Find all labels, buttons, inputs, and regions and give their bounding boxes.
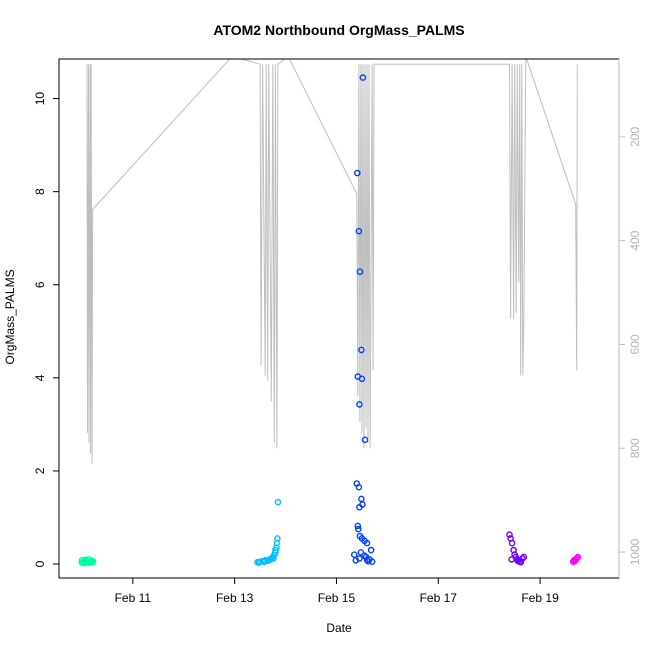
data-points-layer: [78, 74, 582, 567]
y-tick-label: 6: [33, 281, 47, 288]
data-point: [506, 531, 513, 539]
data-point: [350, 551, 358, 559]
x-axis-label: Date: [326, 621, 352, 635]
data-point: [358, 346, 365, 354]
series-3: [350, 74, 376, 566]
x-tick-label: Feb 15: [318, 591, 356, 605]
data-point: [520, 553, 528, 561]
x-tick-label: Feb 11: [115, 591, 152, 605]
data-point: [356, 268, 364, 276]
right-tick-label: 600: [628, 334, 642, 354]
data-point: [274, 535, 281, 542]
data-point: [508, 539, 516, 547]
data-point: [89, 557, 96, 565]
data-point: [356, 503, 363, 511]
data-point: [514, 557, 522, 565]
y-tick-label: 4: [33, 374, 47, 381]
data-point: [363, 556, 371, 564]
data-point: [269, 555, 277, 562]
y-tick-label: 0: [33, 560, 47, 567]
y-tick-label: 2: [33, 467, 47, 474]
data-point: [358, 375, 366, 383]
series-2: [254, 498, 282, 566]
y-axis-label: OrgMass_PALMS: [3, 269, 17, 364]
data-point: [353, 169, 361, 177]
right-tick-label: 400: [628, 230, 642, 250]
right-tick-label: 1000: [628, 538, 642, 565]
data-point: [357, 549, 365, 556]
data-point: [356, 401, 363, 408]
data-point: [358, 495, 365, 503]
data-point: [354, 525, 362, 533]
y-tick-label: 8: [33, 188, 47, 195]
series-5: [569, 553, 582, 566]
data-point: [265, 556, 273, 564]
data-point: [80, 559, 88, 567]
series-4: [506, 531, 528, 566]
data-point: [359, 74, 367, 81]
right-tick-label: 200: [628, 127, 642, 147]
axes-layer: Feb 11 Feb 13 Feb 15 Feb 17 Feb 19 0 2 4 6 8 10 200…: [33, 58, 642, 605]
x-tick-label: Feb 13: [216, 591, 254, 605]
data-point: [355, 483, 363, 491]
data-point: [574, 553, 582, 561]
altitude-profile-line: [86, 59, 578, 464]
data-point: [361, 436, 369, 444]
chart-title: ATOM2 Northbound OrgMass_PALMS: [213, 22, 464, 38]
data-point: [363, 539, 371, 547]
data-point: [355, 227, 363, 235]
data-point: [354, 522, 362, 530]
right-tick-label: 800: [628, 438, 642, 458]
data-point: [508, 556, 515, 563]
series-1: [78, 556, 97, 567]
y-tick-label: 10: [33, 92, 47, 106]
x-tick-label: Feb 19: [521, 591, 559, 605]
data-point: [571, 557, 579, 565]
data-point: [274, 498, 282, 506]
altitude-profile-layer: [86, 59, 578, 464]
data-point: [367, 546, 375, 554]
x-tick-label: Feb 17: [420, 591, 458, 605]
data-point: [356, 555, 363, 562]
plot-frame: [58, 58, 620, 579]
